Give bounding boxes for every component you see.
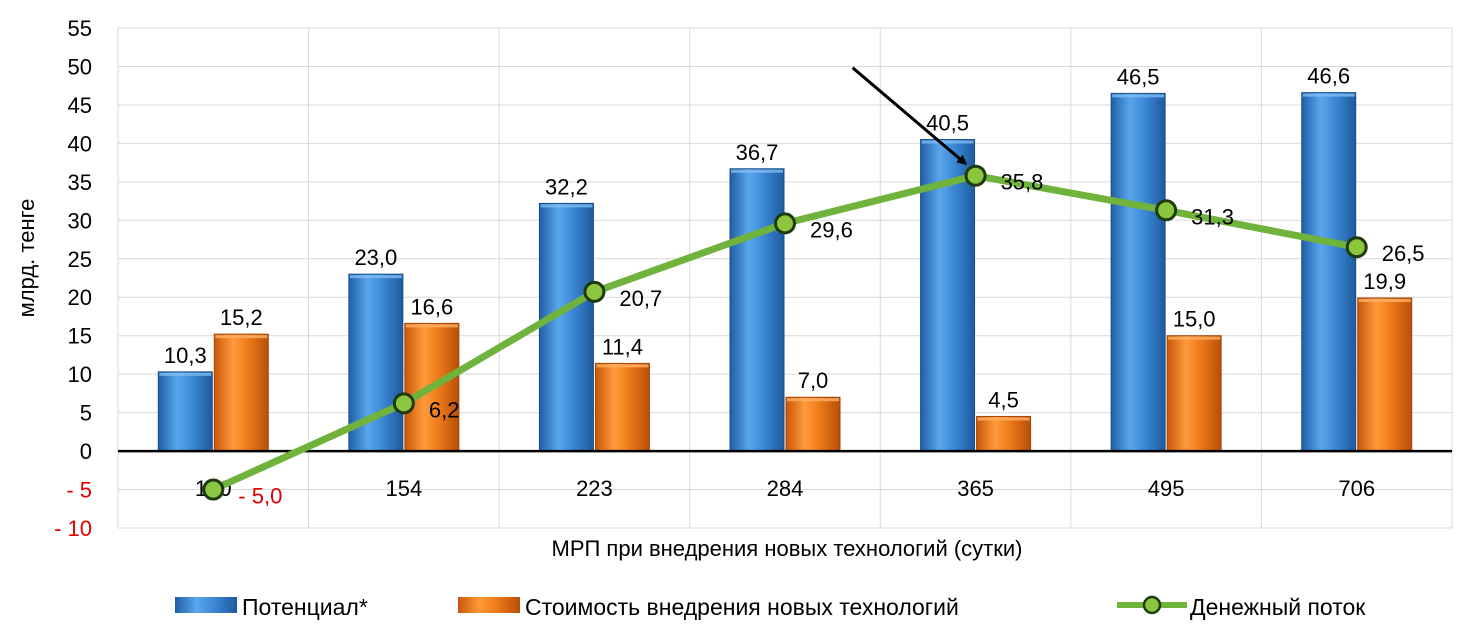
bar-cost-label: 15,0 xyxy=(1173,307,1216,332)
bar-potential-highlight xyxy=(349,275,402,279)
bar-cost xyxy=(976,415,1032,452)
cashflow-label: 20,7 xyxy=(619,286,662,311)
y-tick-label: 25 xyxy=(68,247,92,272)
bar-potential xyxy=(157,371,213,452)
bars xyxy=(157,92,1413,452)
x-tick-label: 495 xyxy=(1148,476,1185,501)
bar-cost-label: 15,2 xyxy=(220,305,263,330)
bar-cost-label: 16,6 xyxy=(410,294,453,319)
bar-cost-label: 7,0 xyxy=(798,368,829,393)
bar-potential xyxy=(1301,92,1357,452)
bar-potential-label: 46,6 xyxy=(1307,64,1350,89)
bar-potential xyxy=(538,202,594,452)
legend-swatch-potential xyxy=(175,597,237,613)
bar-cost xyxy=(213,333,269,452)
bar-cost-highlight xyxy=(215,335,268,339)
y-tick-label: 30 xyxy=(68,208,92,233)
bar-potential-label: 32,2 xyxy=(545,174,588,199)
annotations xyxy=(851,66,968,165)
bar-potential-highlight xyxy=(1302,93,1355,97)
cashflow-label: - 5,0 xyxy=(238,484,282,509)
y-tick-label: 45 xyxy=(68,93,92,118)
bar-potential-label: 36,7 xyxy=(736,140,779,165)
bar-potential-highlight xyxy=(159,372,212,376)
bar-potential-highlight xyxy=(731,169,783,173)
cashflow-marker xyxy=(964,164,987,187)
bar-potential-highlight xyxy=(1112,94,1165,98)
bar-cost-label: 11,4 xyxy=(602,334,643,359)
y-tick-label: - 5 xyxy=(66,478,92,503)
legend: Потенциал* Стоимость внедрения новых тех… xyxy=(175,594,1366,620)
bar-potential-label: 46,5 xyxy=(1117,64,1160,89)
x-axis-title: МРП при внедрения новых технологий (сутк… xyxy=(552,536,1023,561)
cashflow-label: 29,6 xyxy=(810,217,853,242)
bar-cost-highlight xyxy=(405,324,458,328)
y-tick-label: 55 xyxy=(68,16,92,41)
bar-potential-label: 23,0 xyxy=(354,245,397,270)
bar-cost-highlight xyxy=(977,417,1030,421)
cashflow-line xyxy=(202,164,1368,501)
legend-label-cost: Стоимость внедрения новых технологий xyxy=(525,594,959,620)
y-tick-label: 50 xyxy=(68,54,92,79)
cashflow-label: 26,5 xyxy=(1382,241,1425,266)
bar-cost-label: 4,5 xyxy=(988,387,1019,412)
x-tick-label: 223 xyxy=(576,476,613,501)
bar-potential-highlight xyxy=(921,140,974,144)
legend-label-potential: Потенциал* xyxy=(242,594,368,620)
bar-potential-label: 10,3 xyxy=(164,343,207,368)
bar-cost-highlight xyxy=(1358,299,1411,302)
cashflow-label: 6,2 xyxy=(429,397,460,422)
bar-potential-highlight xyxy=(540,204,593,208)
y-axis-title: млрд. тенге xyxy=(14,199,39,318)
x-axis-ticks: 100154223284365495706 xyxy=(195,476,1375,501)
cashflow-marker xyxy=(392,392,415,415)
bar-cost-highlight xyxy=(596,364,649,368)
y-tick-label: 10 xyxy=(68,362,92,387)
annotation-arrow xyxy=(851,66,968,165)
bar-cost-highlight xyxy=(787,398,839,402)
legend-marker-cashflow xyxy=(1142,595,1162,615)
legend-swatch-cost xyxy=(458,597,520,613)
bar-cost-highlight xyxy=(1168,336,1221,340)
grid-lines xyxy=(117,27,1453,529)
cashflow-marker xyxy=(583,280,606,303)
bar-cost xyxy=(1166,335,1222,452)
y-tick-label: 20 xyxy=(68,285,92,310)
x-tick-label: 284 xyxy=(767,476,804,501)
cashflow-marker xyxy=(1155,199,1178,222)
y-tick-label: - 10 xyxy=(54,516,92,541)
bar-potential xyxy=(1110,92,1166,452)
cashflow-marker xyxy=(774,212,796,235)
cashflow-label: 31,3 xyxy=(1191,204,1234,229)
cashflow-marker xyxy=(1345,236,1368,259)
cashflow-label: 35,8 xyxy=(1001,170,1044,195)
bar-cost xyxy=(785,396,841,452)
y-tick-label: 5 xyxy=(80,401,92,426)
x-tick-label: 365 xyxy=(957,476,994,501)
data-labels: 10,3 23,0 32,2 36,7 40,5 46,5 46,6 15,2 16,6 11,4… xyxy=(164,64,1425,509)
bar-potential-label: 40,5 xyxy=(926,111,969,136)
cashflow-marker xyxy=(202,478,225,501)
y-tick-label: 15 xyxy=(68,324,92,349)
x-tick-label: 154 xyxy=(385,476,422,501)
y-tick-label: 35 xyxy=(68,170,92,195)
y-tick-label: 40 xyxy=(68,131,92,156)
x-tick-label: 706 xyxy=(1338,476,1375,501)
bar-cost xyxy=(594,362,650,452)
bar-cost-label: 19,9 xyxy=(1363,269,1406,294)
bar-cost xyxy=(1357,297,1413,452)
legend-label-cashflow: Денежный поток xyxy=(1190,594,1366,620)
y-tick-label: 0 xyxy=(80,439,92,464)
bar-potential xyxy=(729,168,785,452)
